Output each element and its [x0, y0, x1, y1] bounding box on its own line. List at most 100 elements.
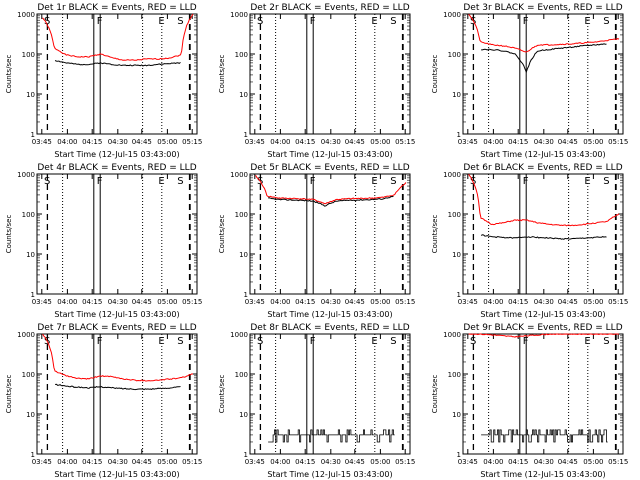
y-tick-label: 100 — [235, 211, 248, 219]
detector-panel: Det 6r BLACK = Events, RED = LLD Counts/s… — [431, 163, 628, 319]
x-axis-label: Start Time (12-Jul-15 03:43:00) — [54, 150, 179, 159]
y-tick-label: 1000 — [443, 331, 461, 339]
y-axis-label: Counts/sec — [5, 55, 13, 94]
y-tick-label: 100 — [22, 211, 35, 219]
plot-frame — [249, 333, 411, 455]
y-axis-label: Counts/sec — [431, 55, 439, 94]
plot-frame — [249, 13, 411, 135]
x-tick-label: 04:30 — [321, 298, 341, 306]
marker-label: S — [257, 16, 263, 27]
chart-title: Det 7r BLACK = Events, RED = LLD — [37, 323, 196, 333]
x-tick-label: 05:15 — [608, 458, 628, 466]
y-axis-label: Counts/sec — [218, 375, 226, 414]
x-tick-label: 05:15 — [395, 138, 415, 146]
detector-panel: Det 9r BLACK = Events, RED = LLD Counts/s… — [431, 323, 628, 479]
x-tick-label: 05:00 — [370, 298, 390, 306]
chart-title: Det 3r BLACK = Events, RED = LLD — [463, 3, 622, 13]
x-tick-label: 04:15 — [82, 458, 102, 466]
x-tick-label: 05:15 — [182, 458, 202, 466]
series-line — [480, 234, 607, 240]
chart-title: Det 8r BLACK = Events, RED = LLD — [250, 323, 409, 333]
x-tick-label: 04:00 — [57, 138, 77, 146]
x-tick-label: 04:00 — [57, 298, 77, 306]
y-tick-label: 1000 — [17, 331, 35, 339]
series-line — [268, 429, 395, 443]
y-tick-label: 100 — [448, 211, 461, 219]
x-tick-label: 03:45 — [32, 458, 52, 466]
series-line — [468, 173, 620, 227]
x-tick-label: 05:15 — [182, 138, 202, 146]
series-line — [55, 383, 181, 391]
x-tick-label: 04:00 — [483, 458, 503, 466]
y-tick-label: 1 — [457, 451, 461, 459]
detector-panel: Det 1r BLACK = Events, RED = LLD Counts/s… — [5, 3, 202, 159]
marker-label: S — [44, 16, 50, 27]
y-tick-label: 100 — [22, 371, 35, 379]
plot-frame — [462, 13, 624, 135]
x-tick-label: 04:45 — [345, 298, 365, 306]
x-tick-label: 04:00 — [270, 458, 290, 466]
y-tick-label: 100 — [448, 51, 461, 59]
marker-label: F — [523, 16, 529, 27]
marker-label: E — [158, 16, 164, 27]
series-line — [481, 429, 608, 443]
x-tick-label: 04:45 — [558, 298, 578, 306]
marker-label: E — [158, 176, 164, 187]
y-tick-label: 1 — [457, 291, 461, 299]
x-tick-label: 04:30 — [534, 458, 554, 466]
x-tick-label: 05:15 — [608, 298, 628, 306]
detector-panel: Det 7r BLACK = Events, RED = LLD Counts/s… — [5, 323, 202, 479]
x-tick-label: 05:15 — [608, 138, 628, 146]
plot-frame — [36, 13, 198, 135]
marker-label: E — [371, 176, 377, 187]
x-tick-label: 04:45 — [345, 458, 365, 466]
y-axis-label: Counts/sec — [218, 55, 226, 94]
marker-label: S — [390, 336, 396, 347]
marker-label: S — [177, 336, 183, 347]
y-tick-label: 1000 — [443, 11, 461, 19]
x-axis-label: Start Time (12-Jul-15 03:43:00) — [54, 310, 179, 319]
y-axis-label: Counts/sec — [431, 375, 439, 414]
plot-frame — [36, 173, 198, 295]
x-tick-label: 04:00 — [57, 458, 77, 466]
x-tick-label: 05:00 — [370, 138, 390, 146]
x-tick-label: 05:15 — [395, 298, 415, 306]
x-tick-label: 03:45 — [245, 298, 265, 306]
x-tick-label: 04:30 — [321, 138, 341, 146]
x-tick-label: 04:30 — [108, 298, 128, 306]
y-tick-label: 100 — [235, 371, 248, 379]
y-tick-label: 100 — [235, 51, 248, 59]
series-line — [54, 60, 181, 67]
marker-label: E — [158, 336, 164, 347]
x-tick-label: 05:15 — [395, 458, 415, 466]
plot-frame — [462, 173, 624, 295]
y-tick-label: 10 — [26, 251, 35, 259]
marker-label: F — [523, 176, 529, 187]
x-tick-label: 03:45 — [458, 458, 478, 466]
marker-label: F — [310, 176, 316, 187]
x-tick-label: 04:15 — [508, 458, 528, 466]
series-line — [42, 333, 194, 382]
series-line — [255, 175, 407, 205]
x-axis-label: Start Time (12-Jul-15 03:43:00) — [480, 470, 605, 479]
marker-label: S — [603, 16, 609, 27]
x-tick-label: 05:00 — [583, 138, 603, 146]
y-tick-label: 10 — [26, 91, 35, 99]
x-tick-label: 04:00 — [270, 138, 290, 146]
plot-frame — [249, 173, 411, 295]
y-axis-label: Counts/sec — [5, 215, 13, 254]
y-tick-label: 10 — [452, 411, 461, 419]
x-tick-label: 04:45 — [132, 138, 152, 146]
marker-label: F — [310, 16, 316, 27]
marker-label: F — [97, 176, 103, 187]
chart-title: Det 2r BLACK = Events, RED = LLD — [250, 3, 409, 13]
y-tick-label: 10 — [452, 251, 461, 259]
marker-label: E — [584, 336, 590, 347]
chart-title: Det 9r BLACK = Events, RED = LLD — [463, 323, 622, 333]
x-tick-label: 05:00 — [583, 298, 603, 306]
detector-panel: Det 4r BLACK = Events, RED = LLD Counts/s… — [5, 163, 202, 319]
y-tick-label: 1000 — [443, 171, 461, 179]
y-tick-label: 1000 — [230, 171, 248, 179]
marker-label: E — [371, 336, 377, 347]
